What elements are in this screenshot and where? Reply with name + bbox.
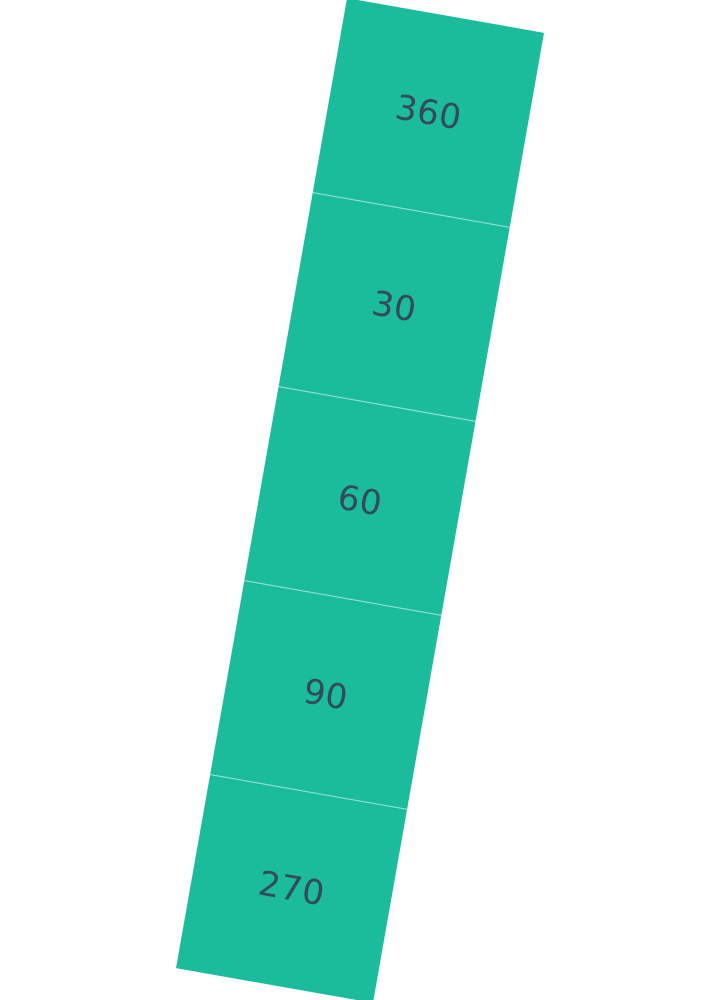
tile-30[interactable]: 30 bbox=[278, 191, 510, 421]
tile-label: 360 bbox=[392, 86, 465, 138]
tile-60[interactable]: 60 bbox=[244, 385, 476, 615]
tile-label: 30 bbox=[368, 282, 420, 331]
tile-270[interactable]: 270 bbox=[175, 773, 408, 1000]
tile-label: 90 bbox=[300, 670, 351, 719]
rotated-tile-strip: 360 30 60 90 270 bbox=[175, 0, 545, 1000]
tile-360[interactable]: 360 bbox=[312, 0, 545, 227]
tile-label: 60 bbox=[334, 476, 386, 525]
tile-label: 270 bbox=[255, 863, 328, 914]
tile-90[interactable]: 90 bbox=[210, 579, 442, 809]
